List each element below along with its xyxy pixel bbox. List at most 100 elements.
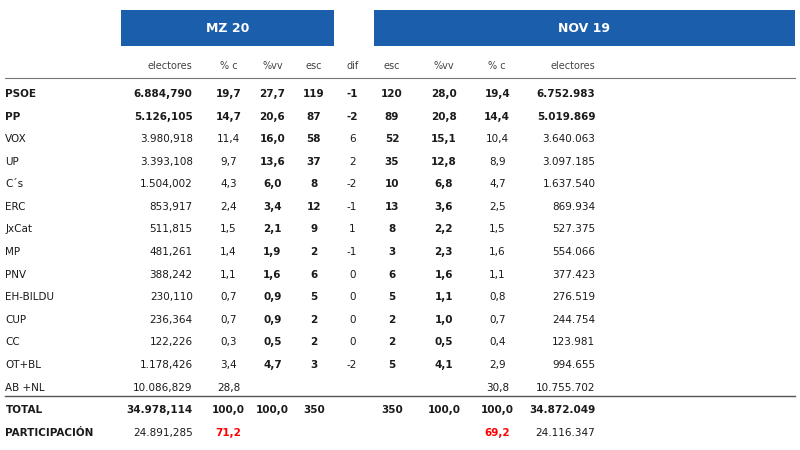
Text: 2: 2: [349, 157, 355, 166]
Text: 3.640.063: 3.640.063: [542, 134, 595, 144]
Text: 481,261: 481,261: [150, 247, 193, 257]
Text: 0,7: 0,7: [489, 315, 506, 325]
Text: % c: % c: [489, 61, 506, 71]
Text: 1,0: 1,0: [434, 315, 453, 325]
Text: 388,242: 388,242: [150, 270, 193, 279]
Text: 377.423: 377.423: [552, 270, 595, 279]
Text: 19,7: 19,7: [216, 89, 242, 99]
Text: 6: 6: [310, 270, 318, 279]
Text: 1,1: 1,1: [220, 270, 237, 279]
Text: 2: 2: [310, 315, 318, 325]
Text: 4,7: 4,7: [263, 360, 282, 370]
Text: 350: 350: [303, 405, 325, 415]
Text: 20,8: 20,8: [431, 112, 457, 122]
Text: PARTICIPACIÓN: PARTICIPACIÓN: [6, 428, 94, 438]
Text: 2: 2: [389, 315, 396, 325]
Text: 1,1: 1,1: [489, 270, 506, 279]
Text: TOTAL: TOTAL: [6, 405, 42, 415]
Text: % c: % c: [220, 61, 238, 71]
Text: esc: esc: [306, 61, 322, 71]
Text: 10: 10: [385, 179, 399, 189]
Text: 1,6: 1,6: [489, 247, 506, 257]
Text: -1: -1: [347, 247, 358, 257]
Text: 554.066: 554.066: [552, 247, 595, 257]
Text: PNV: PNV: [6, 270, 26, 279]
Text: 8: 8: [310, 179, 318, 189]
Text: 27,7: 27,7: [259, 89, 286, 99]
Text: 527.375: 527.375: [552, 225, 595, 234]
Text: ERC: ERC: [6, 202, 26, 212]
Text: 34.872.049: 34.872.049: [529, 405, 595, 415]
Text: 0: 0: [349, 338, 355, 347]
Text: 0,5: 0,5: [434, 338, 453, 347]
Text: 100,0: 100,0: [256, 405, 289, 415]
Text: 3: 3: [389, 247, 396, 257]
Text: 0,8: 0,8: [489, 292, 506, 302]
Text: 0,4: 0,4: [489, 338, 506, 347]
Text: 15,1: 15,1: [431, 134, 457, 144]
Text: 28,8: 28,8: [217, 382, 240, 392]
Text: 869.934: 869.934: [552, 202, 595, 212]
Text: 28,0: 28,0: [431, 89, 457, 99]
Text: MP: MP: [6, 247, 21, 257]
Text: 10.755.702: 10.755.702: [536, 382, 595, 392]
Text: 853,917: 853,917: [150, 202, 193, 212]
Text: esc: esc: [384, 61, 400, 71]
Text: 1,6: 1,6: [434, 270, 453, 279]
Text: 3,4: 3,4: [220, 360, 237, 370]
Text: 1: 1: [349, 225, 355, 234]
Text: 1.504,002: 1.504,002: [140, 179, 193, 189]
Text: 3,6: 3,6: [434, 202, 453, 212]
Text: 0: 0: [349, 315, 355, 325]
Text: 350: 350: [381, 405, 403, 415]
Text: 5.019.869: 5.019.869: [537, 112, 595, 122]
Text: 0: 0: [349, 270, 355, 279]
Text: electores: electores: [148, 61, 193, 71]
Text: PP: PP: [6, 112, 21, 122]
Text: 511,815: 511,815: [150, 225, 193, 234]
Text: 37: 37: [306, 157, 322, 166]
Text: 14,4: 14,4: [484, 112, 510, 122]
Bar: [121, 10, 334, 46]
Text: 11,4: 11,4: [217, 134, 240, 144]
Text: 6,0: 6,0: [263, 179, 282, 189]
Text: OT+BL: OT+BL: [6, 360, 42, 370]
Text: 122,226: 122,226: [150, 338, 193, 347]
Text: 230,110: 230,110: [150, 292, 193, 302]
Text: NOV 19: NOV 19: [558, 22, 610, 35]
Text: 52: 52: [385, 134, 399, 144]
Text: 69,2: 69,2: [485, 428, 510, 438]
Text: 1,1: 1,1: [434, 292, 453, 302]
Text: 3.980,918: 3.980,918: [140, 134, 193, 144]
Text: 6: 6: [349, 134, 355, 144]
Text: 276.519: 276.519: [552, 292, 595, 302]
Text: -1: -1: [347, 202, 358, 212]
Text: VOX: VOX: [6, 134, 27, 144]
Text: 0: 0: [349, 292, 355, 302]
Text: 236,364: 236,364: [150, 315, 193, 325]
Text: PSOE: PSOE: [6, 89, 36, 99]
Text: 2,1: 2,1: [263, 225, 282, 234]
Text: 0,3: 0,3: [220, 338, 237, 347]
Text: -1: -1: [346, 89, 358, 99]
Text: 119: 119: [303, 89, 325, 99]
Text: 994.655: 994.655: [552, 360, 595, 370]
Text: 35: 35: [385, 157, 399, 166]
Text: 120: 120: [381, 89, 403, 99]
Text: EH-BILDU: EH-BILDU: [6, 292, 54, 302]
Text: 12: 12: [306, 202, 321, 212]
Text: 123.981: 123.981: [552, 338, 595, 347]
Text: 12,8: 12,8: [431, 157, 457, 166]
Text: JxCat: JxCat: [6, 225, 32, 234]
Text: 6,8: 6,8: [434, 179, 453, 189]
Text: 0,7: 0,7: [220, 292, 237, 302]
Text: 19,4: 19,4: [484, 89, 510, 99]
Text: 58: 58: [306, 134, 321, 144]
Text: 24.891,285: 24.891,285: [133, 428, 193, 438]
Text: 3.393,108: 3.393,108: [140, 157, 193, 166]
Text: 5: 5: [389, 360, 396, 370]
Text: 10.086,829: 10.086,829: [134, 382, 193, 392]
Text: 1,9: 1,9: [263, 247, 282, 257]
Text: 1.178,426: 1.178,426: [139, 360, 193, 370]
Text: 1.637.540: 1.637.540: [542, 179, 595, 189]
